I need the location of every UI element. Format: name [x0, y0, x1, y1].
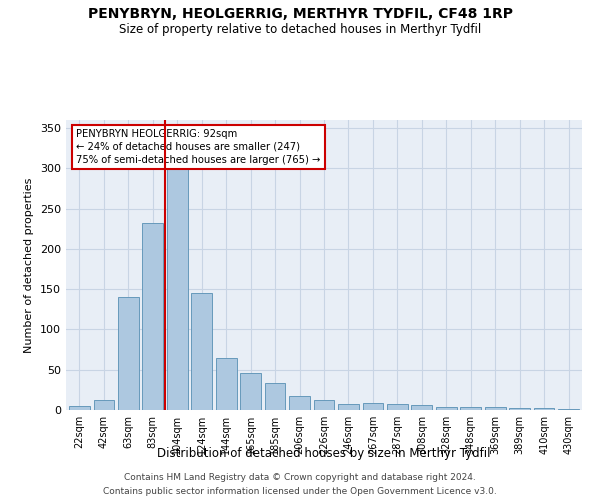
Bar [142, 223, 163, 410]
Bar [509, 408, 530, 410]
Bar [534, 408, 554, 410]
Text: Contains HM Land Registry data © Crown copyright and database right 2024.: Contains HM Land Registry data © Crown c… [124, 472, 476, 482]
Bar [69, 406, 90, 410]
Bar [558, 409, 579, 410]
Bar [216, 358, 236, 410]
Bar [118, 297, 139, 410]
Text: PENYBRYN HEOLGERRIG: 92sqm
← 24% of detached houses are smaller (247)
75% of sem: PENYBRYN HEOLGERRIG: 92sqm ← 24% of deta… [76, 128, 320, 165]
Text: Size of property relative to detached houses in Merthyr Tydfil: Size of property relative to detached ho… [119, 22, 481, 36]
Bar [191, 293, 212, 410]
Text: PENYBRYN, HEOLGERRIG, MERTHYR TYDFIL, CF48 1RP: PENYBRYN, HEOLGERRIG, MERTHYR TYDFIL, CF… [88, 8, 512, 22]
Bar [412, 405, 432, 410]
Bar [167, 144, 188, 410]
Text: Distribution of detached houses by size in Merthyr Tydfil: Distribution of detached houses by size … [157, 448, 491, 460]
Bar [314, 400, 334, 410]
Y-axis label: Number of detached properties: Number of detached properties [25, 178, 34, 352]
Bar [362, 403, 383, 410]
Bar [265, 384, 286, 410]
Text: Contains public sector information licensed under the Open Government Licence v3: Contains public sector information licen… [103, 488, 497, 496]
Bar [485, 407, 506, 410]
Bar [289, 396, 310, 410]
Bar [240, 373, 261, 410]
Bar [460, 407, 481, 410]
Bar [94, 400, 114, 410]
Bar [387, 404, 408, 410]
Bar [436, 407, 457, 410]
Bar [338, 404, 359, 410]
